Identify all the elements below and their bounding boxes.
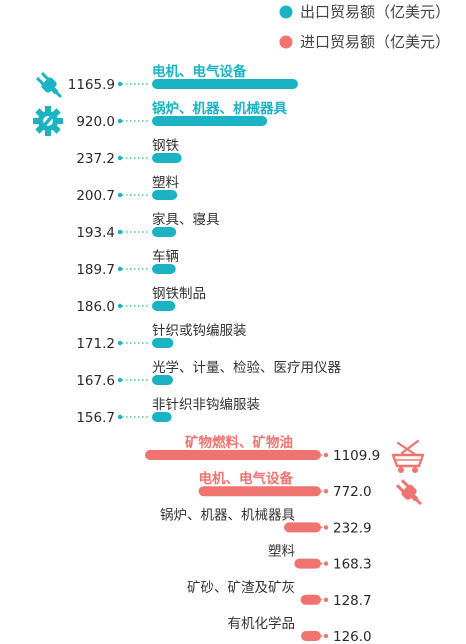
import-category-label: 有机化学品 bbox=[228, 616, 296, 632]
export-category-label: 家具、寝具 bbox=[152, 211, 220, 228]
export-bar bbox=[152, 412, 172, 422]
export-value-label: 167.6 bbox=[76, 373, 115, 389]
legend-label: 进口贸易额（亿美元） bbox=[300, 33, 450, 51]
export-bar bbox=[152, 375, 173, 385]
import-bar bbox=[145, 450, 321, 460]
export-category-label: 钢铁 bbox=[152, 138, 179, 154]
import-leader-dot bbox=[323, 489, 329, 494]
import-value-label: 1109.9 bbox=[333, 448, 380, 464]
legend-marker bbox=[279, 5, 293, 19]
export-value-label: 237.2 bbox=[76, 151, 115, 167]
import-value-label: 772.0 bbox=[333, 484, 372, 500]
import-category-label: 电机、电气设备 bbox=[199, 470, 294, 487]
export-bar bbox=[152, 116, 268, 126]
export-leader-dot bbox=[117, 229, 123, 235]
import-bar bbox=[301, 631, 321, 641]
export-leader-dot bbox=[117, 340, 123, 346]
import-category-label: 矿砂、矿渣及矿灰 bbox=[187, 580, 295, 596]
export-category-label: 光学、计量、检验、医疗用仪器 bbox=[152, 360, 341, 376]
import-category-label: 矿物燃料、矿物油 bbox=[185, 434, 293, 451]
export-bar bbox=[152, 227, 177, 237]
import-value-label: 232.9 bbox=[333, 520, 372, 536]
import-value-label: 168.3 bbox=[333, 557, 372, 573]
export-leader-dot bbox=[117, 377, 123, 383]
import-bar bbox=[300, 594, 321, 605]
plug-icon bbox=[35, 71, 62, 98]
export-category-label: 针织或钩编服装 bbox=[152, 323, 247, 339]
import-value-label: 128.7 bbox=[333, 593, 372, 609]
export-value-label: 920.0 bbox=[76, 114, 115, 130]
mining-cart-icon bbox=[391, 439, 425, 473]
export-leader-dot bbox=[117, 303, 123, 309]
export-leader-dot bbox=[117, 414, 123, 420]
export-category-label: 塑料 bbox=[152, 175, 179, 191]
export-bar bbox=[152, 338, 174, 348]
plug-icon bbox=[395, 479, 422, 505]
import-leader-dot bbox=[323, 561, 329, 566]
import-value-label: 126.0 bbox=[333, 629, 372, 644]
export-category-label: 钢铁制品 bbox=[152, 286, 206, 302]
import-bar bbox=[284, 522, 321, 533]
import-leader-dot bbox=[323, 452, 329, 458]
import-bar bbox=[294, 558, 321, 569]
export-bar bbox=[152, 153, 182, 163]
import-leader-dot bbox=[323, 597, 329, 602]
export-value-label: 193.4 bbox=[76, 225, 115, 241]
export-category-label: 电机、电气设备 bbox=[152, 63, 247, 80]
export-value-label: 186.0 bbox=[76, 299, 115, 315]
export-category-label: 锅炉、机器、机械器具 bbox=[152, 100, 287, 117]
export-bar bbox=[152, 301, 176, 311]
import-leader-dot bbox=[323, 633, 329, 639]
export-leader-dot bbox=[117, 118, 123, 124]
export-value-label: 156.7 bbox=[76, 410, 115, 426]
import-category-label: 塑料 bbox=[268, 544, 295, 560]
export-leader-dot bbox=[117, 81, 123, 87]
legend-marker bbox=[279, 35, 293, 49]
legend-label: 出口贸易额（亿美元） bbox=[300, 3, 450, 21]
export-value-label: 1165.9 bbox=[68, 77, 115, 93]
export-bar bbox=[152, 190, 178, 200]
import-bar bbox=[198, 486, 321, 497]
export-value-label: 189.7 bbox=[76, 262, 115, 278]
import-leader-dot bbox=[323, 525, 329, 530]
import-category-label: 锅炉、机器、机械器具 bbox=[160, 507, 295, 523]
export-leader-dot bbox=[117, 192, 123, 198]
gear-icon bbox=[33, 106, 63, 136]
export-bar bbox=[152, 264, 176, 274]
export-category-label: 非针织非钩编服装 bbox=[152, 397, 260, 413]
export-bar bbox=[152, 79, 298, 89]
export-value-label: 171.2 bbox=[76, 336, 115, 352]
export-category-label: 车辆 bbox=[152, 248, 179, 265]
export-leader-dot bbox=[117, 266, 123, 272]
export-value-label: 200.7 bbox=[76, 188, 115, 204]
export-leader-dot bbox=[117, 155, 123, 161]
